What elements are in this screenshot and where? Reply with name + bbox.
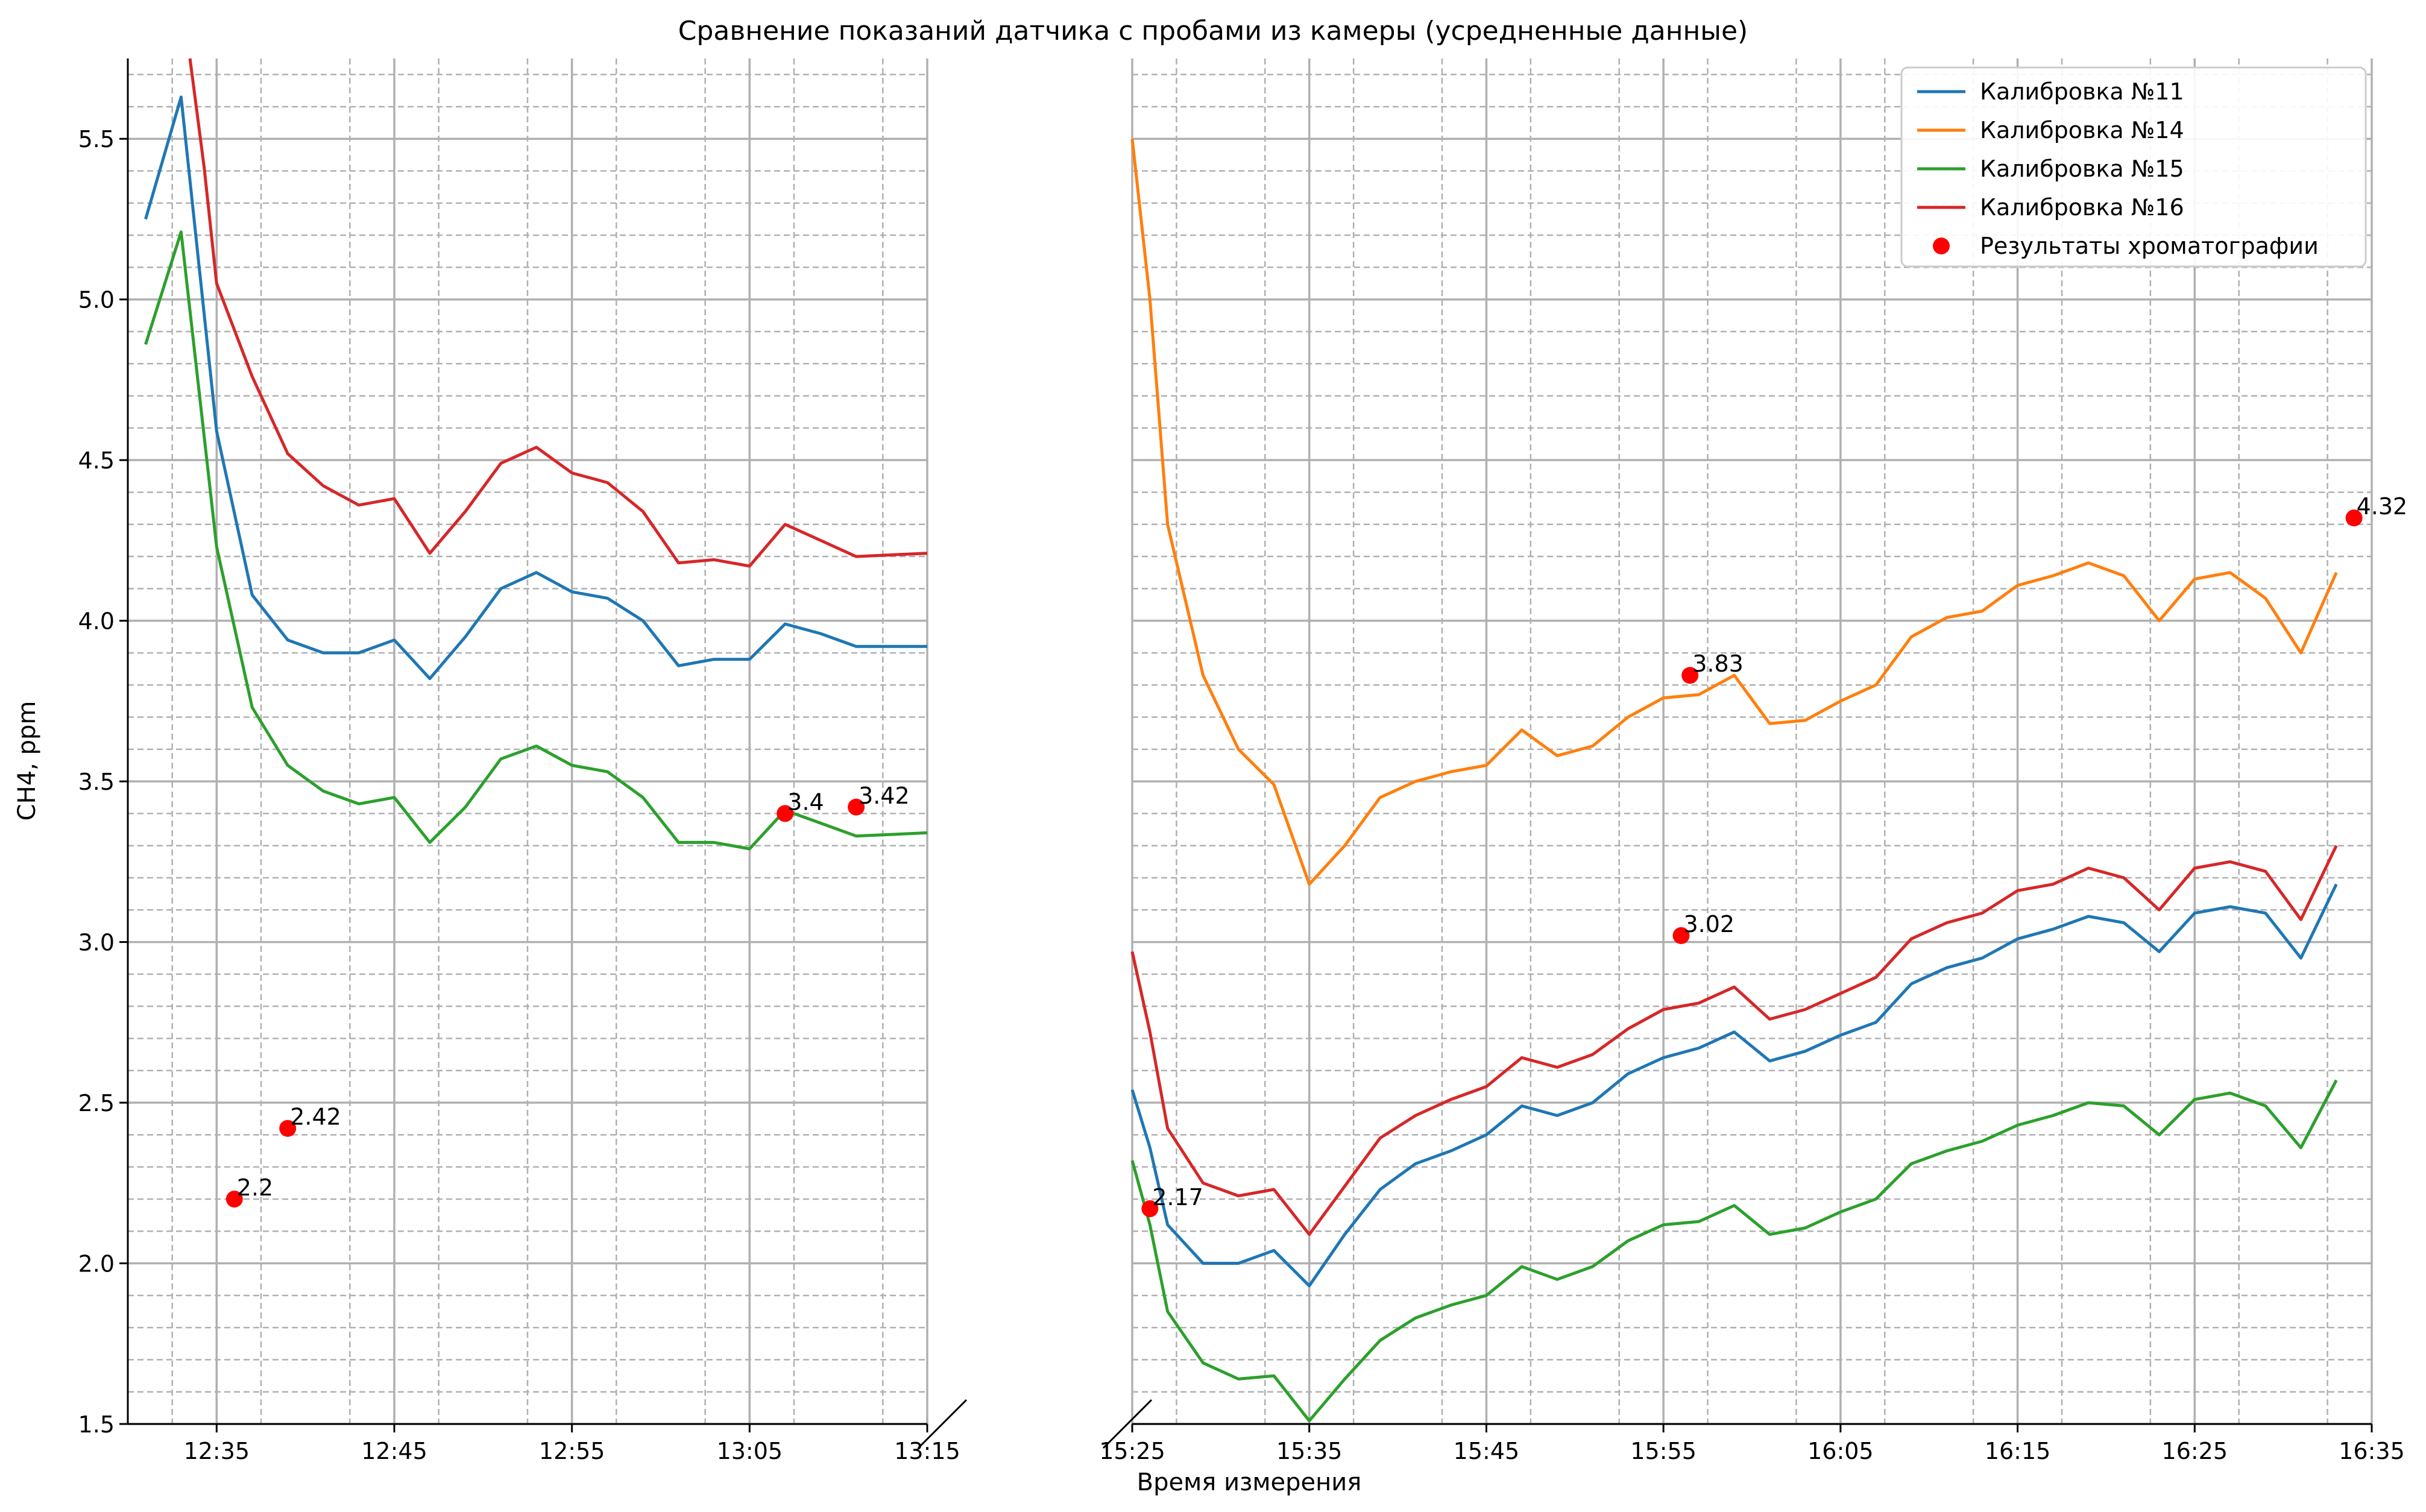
legend-entry-label: Калибровка №14 (1980, 117, 2184, 143)
series-line (1130, 138, 2338, 886)
x-tick-label: 12:35 (184, 1438, 250, 1464)
x-tick-label: 15:35 (1276, 1438, 1343, 1464)
chromatography-point (1681, 667, 1699, 684)
y-tick-label: 3.0 (78, 930, 115, 956)
point-label: 3.42 (859, 783, 910, 809)
legend: Калибровка №11 Калибровка №14 Калибровка №… (1900, 66, 2367, 268)
chromatography-point (777, 805, 794, 822)
x-tick-label: 16:05 (1807, 1438, 1874, 1464)
legend-entry-label: Калибровка №15 (1980, 156, 2184, 182)
y-tick-label: 4.5 (78, 447, 115, 474)
y-tick-label: 5.5 (78, 126, 115, 153)
x-tick-label: 13:05 (717, 1438, 783, 1464)
series-line (1130, 845, 2338, 1236)
legend-box (1900, 66, 2367, 268)
y-tick-label: 2.0 (78, 1251, 115, 1277)
x-tick-label: 15:45 (1454, 1438, 1520, 1464)
chromatography-point (1141, 1200, 1159, 1217)
x-axis-label: Время измерения (1137, 1469, 1362, 1496)
series-line (1130, 883, 2338, 1288)
legend-entry-label: Калибровка №11 (1980, 78, 2184, 105)
x-tick-label: 12:45 (361, 1438, 427, 1464)
chromatography-point (225, 1190, 243, 1208)
series-line (1130, 1079, 2338, 1423)
chromatography-point (279, 1120, 297, 1137)
point-label: 3.83 (1692, 650, 1744, 677)
y-axis-label: CH4, ppm (13, 701, 41, 821)
y-tick-label: 3.5 (78, 769, 115, 795)
x-tick-label: 15:55 (1630, 1438, 1697, 1464)
panel-morning: 1.5 2.0 2.5 3.0 3.5 4.0 4.5 5.0 5.5 12:35 12:45 12:… (78, 58, 968, 1464)
axis-break-mark (1102, 1399, 1153, 1449)
y-tick-label: 4.0 (78, 608, 115, 635)
x-tick-label: 13:15 (894, 1438, 960, 1464)
point-label: 4.32 (2357, 493, 2408, 520)
x-tick-label: 16:35 (2339, 1438, 2405, 1464)
series-line (144, 95, 927, 681)
point-label: 2.2 (237, 1174, 273, 1201)
y-tick-label: 2.5 (78, 1090, 115, 1117)
chromatography-point (848, 798, 865, 816)
point-label: 2.17 (1152, 1184, 1203, 1211)
series-line (144, 230, 928, 851)
y-tick-label: 5.0 (78, 287, 115, 313)
axis-break-mark (917, 1399, 968, 1449)
point-label: 3.4 (787, 789, 824, 815)
x-tick-label: 16:25 (2162, 1438, 2228, 1464)
chart-title: Сравнение показаний датчика с пробами из… (678, 16, 1748, 46)
legend-entry-label: Калибровка №16 (1980, 194, 2184, 221)
point-label: 2.42 (290, 1104, 341, 1130)
series-line (188, 58, 928, 568)
legend-entry-label: Результаты хроматографии (1980, 233, 2319, 259)
chromatography-point (2345, 509, 2363, 527)
x-tick-label: 16:15 (1985, 1438, 2051, 1464)
point-label: 3.02 (1684, 911, 1735, 937)
chromatography-point (1672, 927, 1690, 944)
legend-dot-marker (1933, 238, 1950, 254)
x-tick-label: 12:55 (539, 1438, 605, 1464)
y-tick-label: 1.5 (78, 1411, 115, 1438)
panel-afternoon: 15:25 15:35 15:45 15:55 16:05 16:15 16:25 16:35… (1099, 58, 2407, 1464)
